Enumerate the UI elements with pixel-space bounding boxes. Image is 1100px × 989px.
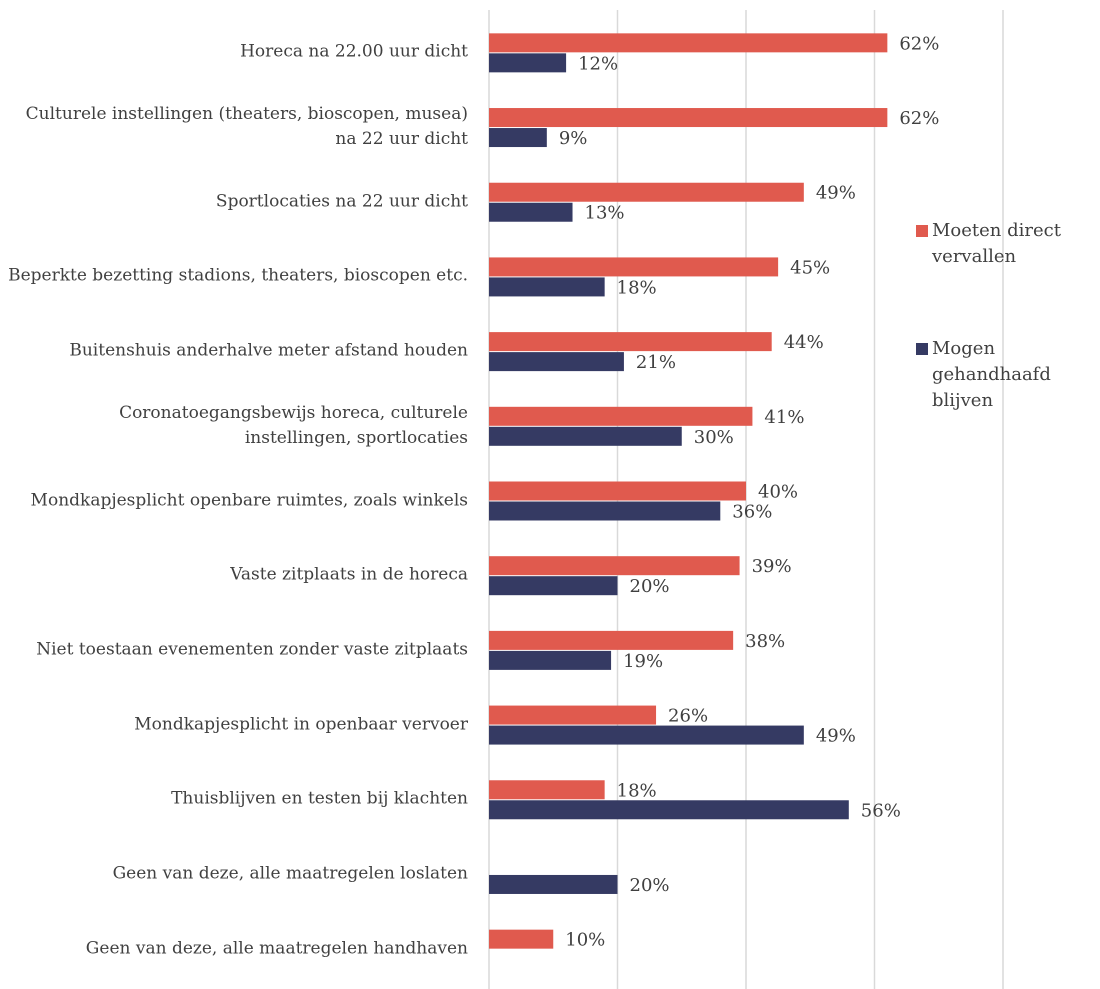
data-label: 40% [758,482,798,503]
data-label: 49% [816,726,856,747]
data-label: 20% [630,875,670,896]
bar [489,705,657,725]
data-label: 44% [784,332,824,353]
legend: Moeten direct vervallen Mogen gehandhaafd… [916,218,1096,480]
bar [489,481,746,501]
data-label: 9% [559,128,588,149]
category-label: Mondkapjesplicht openbare ruimtes, zoals… [30,490,468,510]
bar [489,556,740,576]
data-label: 12% [578,53,618,74]
bar [489,501,721,521]
category-label: Geen van deze, alle maatregelen handhave… [85,938,468,959]
legend-label: Mogen gehandhaafd blijven [932,338,1051,411]
data-label: 10% [565,930,605,951]
bar [489,277,605,297]
category-label: Mondkapjesplicht in openbaar vervoer [134,714,468,735]
legend-label: Moeten direct vervallen [932,220,1061,267]
data-label: 18% [617,780,657,801]
category-label: Beperkte bezetting stadions, theaters, b… [8,265,468,286]
data-label: 56% [861,800,901,821]
category-label: Buitenshuis anderhalve meter afstand hou… [69,340,468,361]
bar [489,426,682,446]
bar [489,650,612,670]
category-label: Culturele instellingen (theaters, biosco… [25,104,468,150]
data-label: 62% [899,108,939,129]
legend-item: Mogen gehandhaafd blijven [916,336,1096,414]
category-label: Horeca na 22.00 uur dicht [240,41,468,62]
legend-swatch [916,225,928,237]
data-label: 30% [694,427,734,448]
bar [489,929,554,949]
data-label: 41% [764,407,804,428]
bar [489,182,804,202]
bar [489,874,618,894]
category-label: Coronatoegangsbewijs horeca, culturele i… [119,402,468,448]
bar [489,780,605,800]
data-label: 49% [816,183,856,204]
bar [489,53,567,73]
bar [489,352,624,372]
category-label: Thuisblijven en testen bij klachten [171,788,468,809]
category-label: Vaste zitplaats in de horeca [230,564,468,585]
data-label: 21% [636,352,676,373]
legend-swatch [916,343,928,355]
bar [489,128,547,148]
bar [489,576,618,596]
bar [489,800,849,820]
data-label: 26% [668,706,708,727]
bar [489,33,888,53]
category-label: Geen van deze, alle maatregelen loslaten [112,863,468,884]
bar [489,108,888,128]
data-label: 13% [585,203,625,224]
data-label: 20% [630,576,670,597]
data-label: 19% [623,651,663,672]
legend-item: Moeten direct vervallen [916,218,1096,270]
category-label: Sportlocaties na 22 uur dicht [215,191,468,212]
data-label: 18% [617,277,657,298]
bar [489,725,804,745]
data-label: 38% [745,631,785,652]
category-label: Niet toestaan evenementen zonder vaste z… [36,639,468,660]
data-label: 62% [899,33,939,54]
bar [489,202,573,222]
data-label: 36% [732,502,772,523]
data-label: 39% [752,556,792,577]
bar [489,257,779,277]
bar [489,332,772,352]
bar [489,630,734,650]
bar [489,406,753,426]
data-label: 45% [790,257,830,278]
